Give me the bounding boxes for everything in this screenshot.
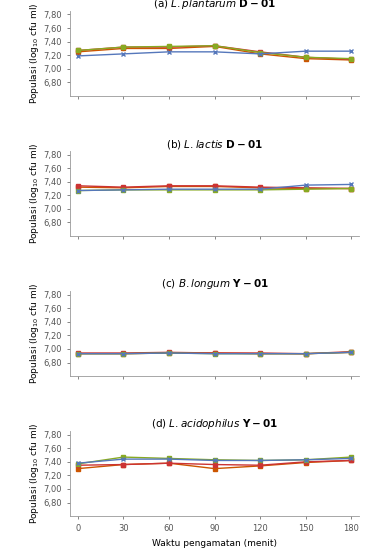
Y-axis label: Populasi (log$_{10}$ cfu ml): Populasi (log$_{10}$ cfu ml) <box>27 423 41 524</box>
X-axis label: Waktu pengamatan (menit): Waktu pengamatan (menit) <box>152 539 277 548</box>
Y-axis label: Populasi (log$_{10}$ cfu ml): Populasi (log$_{10}$ cfu ml) <box>27 3 41 104</box>
Title: (c) $\mathit{B. longum}$ $\mathbf{Y-01}$: (c) $\mathit{B. longum}$ $\mathbf{Y-01}$ <box>161 277 269 291</box>
Y-axis label: Populasi (log$_{10}$ cfu ml): Populasi (log$_{10}$ cfu ml) <box>27 143 41 244</box>
Title: (a) $\mathit{L. plantarum}$ $\mathbf{D-01}$: (a) $\mathit{L. plantarum}$ $\mathbf{D-0… <box>153 0 276 11</box>
Title: (d) $\mathit{L. acidophilus}$ $\mathbf{Y-01}$: (d) $\mathit{L. acidophilus}$ $\mathbf{Y… <box>151 417 278 431</box>
Title: (b) $\mathit{L. lactis}$ $\mathbf{D-01}$: (b) $\mathit{L. lactis}$ $\mathbf{D-01}$ <box>166 138 263 151</box>
Y-axis label: Populasi (log$_{10}$ cfu ml): Populasi (log$_{10}$ cfu ml) <box>27 283 41 385</box>
